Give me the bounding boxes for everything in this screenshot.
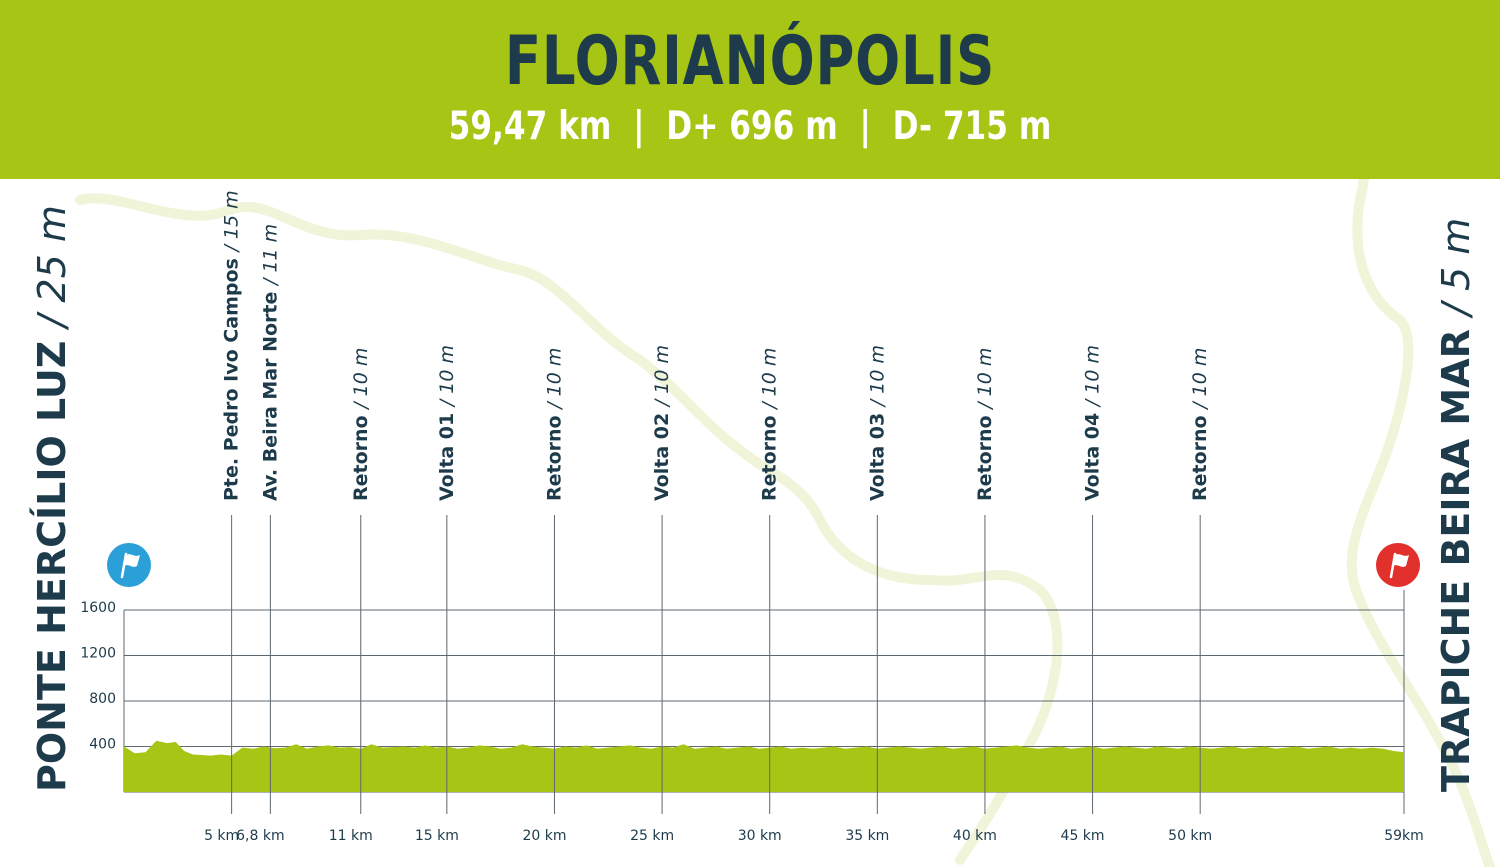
elevation-area-layer — [124, 740, 1404, 792]
waypoint-name: Retorno — [759, 409, 781, 501]
x-tick-label: 25 km — [630, 828, 674, 844]
waypoint-elevation: / 10 m — [543, 348, 565, 411]
waypoint-label: Volta 02 / 10 m — [651, 345, 673, 501]
finish-flag-icon — [1376, 543, 1420, 587]
waypoint-elevation: / 10 m — [759, 348, 781, 411]
stat-separator: | — [859, 104, 871, 149]
waypoint-elevation: / 10 m — [1082, 345, 1104, 408]
waypoint-label: Retorno / 10 m — [1189, 348, 1211, 501]
stat-separator: | — [633, 104, 645, 149]
x-tick-label: 6,8 km — [236, 828, 284, 844]
waypoint-label: Retorno / 10 m — [759, 348, 781, 501]
waypoint-elevation: / 10 m — [866, 345, 888, 408]
waypoint-elevation: / 10 m — [1189, 348, 1211, 411]
waypoint-name: Retorno — [350, 409, 372, 501]
y-axis-ticks: 400 800 1200 1600 — [80, 600, 116, 753]
x-axis-ticks: 5 km6,8 km 11 km 15 km 20 km 25 km 30 km 35 km… — [204, 828, 1424, 844]
waypoint-name: Retorno — [543, 409, 565, 501]
x-tick-label: 35 km — [845, 828, 889, 844]
waypoint-name: Av. Beira Mar Norte — [259, 285, 281, 501]
waypoint-elevation: / 11 m — [259, 224, 281, 287]
x-tick-label: 5 km — [204, 828, 239, 844]
x-tick-label: 20 km — [522, 828, 566, 844]
y-tick-label: 1600 — [80, 600, 116, 616]
x-tick-label: 50 km — [1168, 828, 1212, 844]
waypoint-elevation: / 10 m — [974, 348, 996, 411]
waypoint-label: Retorno / 10 m — [974, 348, 996, 501]
waypoint-elevation: / 10 m — [436, 345, 458, 408]
waypoint-name: Volta 01 — [436, 406, 458, 501]
waypoint-name: Volta 04 — [1082, 406, 1104, 501]
header-banner: FLORIANÓPOLIS 59,47 km | D+ 696 m | D- 7… — [0, 0, 1500, 179]
waypoint-name: Volta 02 — [651, 406, 673, 501]
waypoint-elevation: / 10 m — [651, 345, 673, 408]
waypoint-name: Volta 03 — [866, 406, 888, 501]
elevation-loss-stat: D- 715 m — [892, 104, 1052, 149]
elevation-area — [124, 740, 1404, 792]
waypoint-label: Retorno / 10 m — [350, 348, 372, 501]
x-tick-label-end: 59km — [1384, 828, 1424, 844]
waypoint-name: Retorno — [1189, 409, 1211, 501]
waypoint-label: Volta 03 / 10 m — [866, 345, 888, 501]
waypoint-label: Av. Beira Mar Norte / 11 m — [259, 224, 281, 501]
waypoint-elevation: / 10 m — [350, 348, 372, 411]
y-tick-label: 400 — [89, 737, 116, 753]
waypoint-name: Pte. Pedro Ivo Campos — [221, 252, 243, 501]
distance-stat: 59,47 km — [448, 104, 612, 149]
start-flag-icon — [107, 543, 151, 587]
waypoint-label: Volta 01 / 10 m — [436, 345, 458, 501]
waypoint-markers: Pte. Pedro Ivo Campos / 15 m Av. Beira Ma… — [221, 190, 1211, 814]
x-tick-label: 45 km — [1061, 828, 1105, 844]
y-tick-label: 1200 — [80, 646, 116, 662]
x-tick-label: 30 km — [738, 828, 782, 844]
elevation-gain-stat: D+ 696 m — [666, 104, 838, 149]
y-tick-label: 800 — [89, 691, 116, 707]
waypoint-label: Volta 04 / 10 m — [1082, 345, 1104, 501]
page-title: FLORIANÓPOLIS — [504, 22, 996, 101]
x-tick-label: 40 km — [953, 828, 997, 844]
x-tick-label: 11 km — [329, 828, 373, 844]
waypoint-elevation: / 15 m — [221, 190, 243, 253]
waypoint-label: Retorno / 10 m — [543, 348, 565, 501]
x-tick-label: 15 km — [415, 828, 459, 844]
waypoint-name: Retorno — [974, 409, 996, 501]
route-stats: 59,47 km | D+ 696 m | D- 715 m — [150, 104, 1350, 149]
waypoint-label: Pte. Pedro Ivo Campos / 15 m — [221, 190, 243, 501]
